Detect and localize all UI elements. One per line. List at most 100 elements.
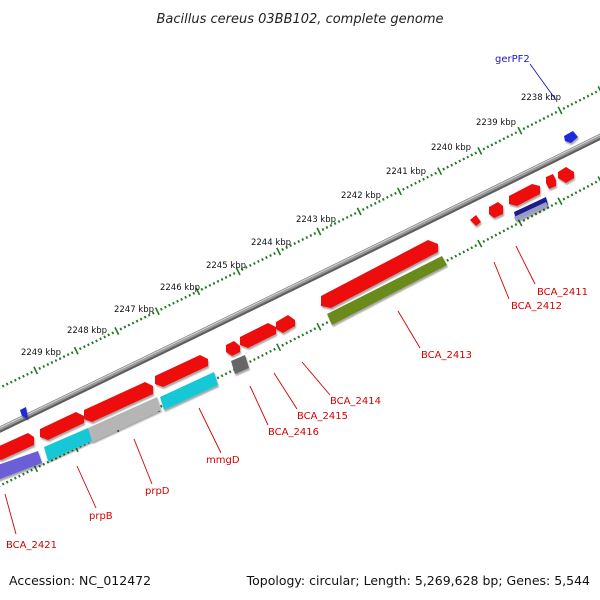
minor-tick — [50, 458, 54, 462]
gene-prpD-gray[interactable] — [88, 397, 161, 442]
minor-tick — [164, 305, 167, 309]
minor-tick — [450, 163, 454, 167]
minor-tick — [554, 201, 558, 205]
gene-BCA_2416[interactable] — [226, 341, 240, 356]
gene-label-BCA_2414[interactable]: BCA_2414 — [330, 396, 381, 407]
scale-label: 2246 kbp — [160, 283, 200, 293]
minor-tick — [349, 213, 353, 217]
minor-tick — [470, 246, 474, 250]
gene-BCA_2413-red[interactable] — [321, 240, 438, 308]
gene-label-BCA_2412[interactable]: BCA_2412 — [511, 301, 562, 312]
gene-label-BCA_2415[interactable]: BCA_2415 — [297, 411, 348, 422]
gene-red-small-2[interactable] — [489, 202, 503, 218]
gene-prpB-cyan[interactable] — [44, 428, 92, 461]
gene-mmgD-red[interactable] — [155, 355, 208, 387]
gene-navy-pale[interactable] — [514, 202, 548, 221]
minor-tick — [261, 257, 264, 262]
minor-tick — [313, 327, 317, 331]
minor-tick — [313, 231, 317, 236]
minor-tick — [373, 201, 377, 205]
minor-tick — [285, 245, 289, 250]
gene-label-prpB[interactable]: prpB — [89, 511, 113, 522]
minor-tick — [578, 98, 582, 102]
minor-tick — [522, 127, 526, 131]
minor-tick — [494, 233, 498, 237]
map-title: Bacillus cereus 03BB102, complete genome — [156, 12, 443, 27]
gene-prpD-red[interactable] — [84, 382, 153, 422]
gene-BCA_2411[interactable] — [558, 167, 574, 183]
minor-tick — [18, 474, 21, 478]
gene-red-small[interactable] — [546, 174, 556, 189]
major-tick — [73, 346, 79, 355]
gene-red-tiny[interactable] — [470, 215, 481, 226]
gene-BCA_2414[interactable] — [276, 315, 295, 333]
minor-tick — [265, 351, 268, 355]
minor-tick — [325, 321, 329, 325]
minor-tick — [526, 125, 530, 129]
label-leaders — [4, 63, 557, 535]
minor-tick — [244, 265, 248, 269]
minor-tick — [450, 256, 454, 260]
minor-tick — [502, 137, 506, 141]
minor-tick — [30, 370, 33, 374]
minor-tick — [454, 254, 458, 258]
gene-dark-gray[interactable] — [231, 355, 249, 374]
minor-tick — [147, 313, 151, 317]
gene-gerPF2[interactable] — [564, 131, 578, 143]
gene-label-mmgD[interactable]: mmgD — [206, 455, 240, 466]
minor-tick — [562, 106, 566, 110]
gene-label-BCA_2411[interactable]: BCA_2411 — [537, 287, 588, 298]
gene-label-BCA_2416[interactable]: BCA_2416 — [268, 427, 319, 438]
scale-label: 2239 kbp — [476, 118, 516, 128]
gene-BCA_2415[interactable] — [240, 323, 276, 348]
minor-tick — [216, 376, 220, 380]
gene-label-BCA_2413[interactable]: BCA_2413 — [421, 350, 472, 361]
minor-tick — [454, 161, 458, 165]
minor-tick — [248, 264, 252, 267]
minor-tick — [180, 297, 183, 301]
minor-tick — [462, 157, 466, 161]
minor-tick — [594, 180, 598, 184]
minor-tick — [269, 349, 272, 353]
minor-tick — [574, 100, 578, 104]
minor-tick — [530, 123, 534, 127]
major-tick — [276, 247, 282, 256]
minor-tick — [490, 235, 494, 239]
minor-tick — [422, 177, 425, 181]
minor-tick — [159, 404, 163, 408]
gene-BCA_2412[interactable] — [509, 184, 540, 206]
minor-tick — [522, 218, 526, 222]
gene-olive[interactable] — [327, 256, 447, 325]
minor-tick — [329, 224, 333, 227]
minor-tick — [386, 195, 389, 199]
minor-tick — [542, 208, 546, 212]
minor-tick — [107, 333, 111, 337]
gene-prpB-red[interactable] — [40, 412, 84, 440]
minor-tick — [341, 218, 345, 221]
minor-tick — [13, 476, 17, 480]
minor-tick — [87, 343, 90, 347]
minor-tick — [506, 227, 510, 231]
minor-tick — [402, 187, 405, 191]
minor-tick — [309, 233, 313, 238]
gene-small-blue[interactable] — [20, 407, 28, 419]
gene-BCA_2421-red[interactable] — [0, 433, 34, 460]
minor-tick — [13, 378, 17, 382]
minor-tick — [458, 252, 462, 256]
gene-label-gerPF2[interactable]: gerPF2 — [495, 54, 530, 65]
scale-label: 2238 kbp — [521, 93, 561, 103]
gene-BCA_2421-purple[interactable] — [0, 451, 42, 481]
minor-tick — [582, 187, 586, 191]
major-tick — [356, 207, 362, 216]
minor-tick — [38, 366, 42, 370]
gene-label-BCA_2421[interactable]: BCA_2421 — [6, 540, 57, 551]
gene-label-prpD[interactable]: prpD — [145, 486, 170, 497]
minor-tick — [434, 171, 438, 175]
minor-tick — [470, 153, 474, 157]
minor-tick — [566, 195, 570, 199]
minor-tick — [550, 112, 554, 116]
minor-tick — [50, 361, 54, 364]
minor-tick — [269, 254, 272, 257]
gene-mmgD-cyan[interactable] — [160, 372, 218, 410]
